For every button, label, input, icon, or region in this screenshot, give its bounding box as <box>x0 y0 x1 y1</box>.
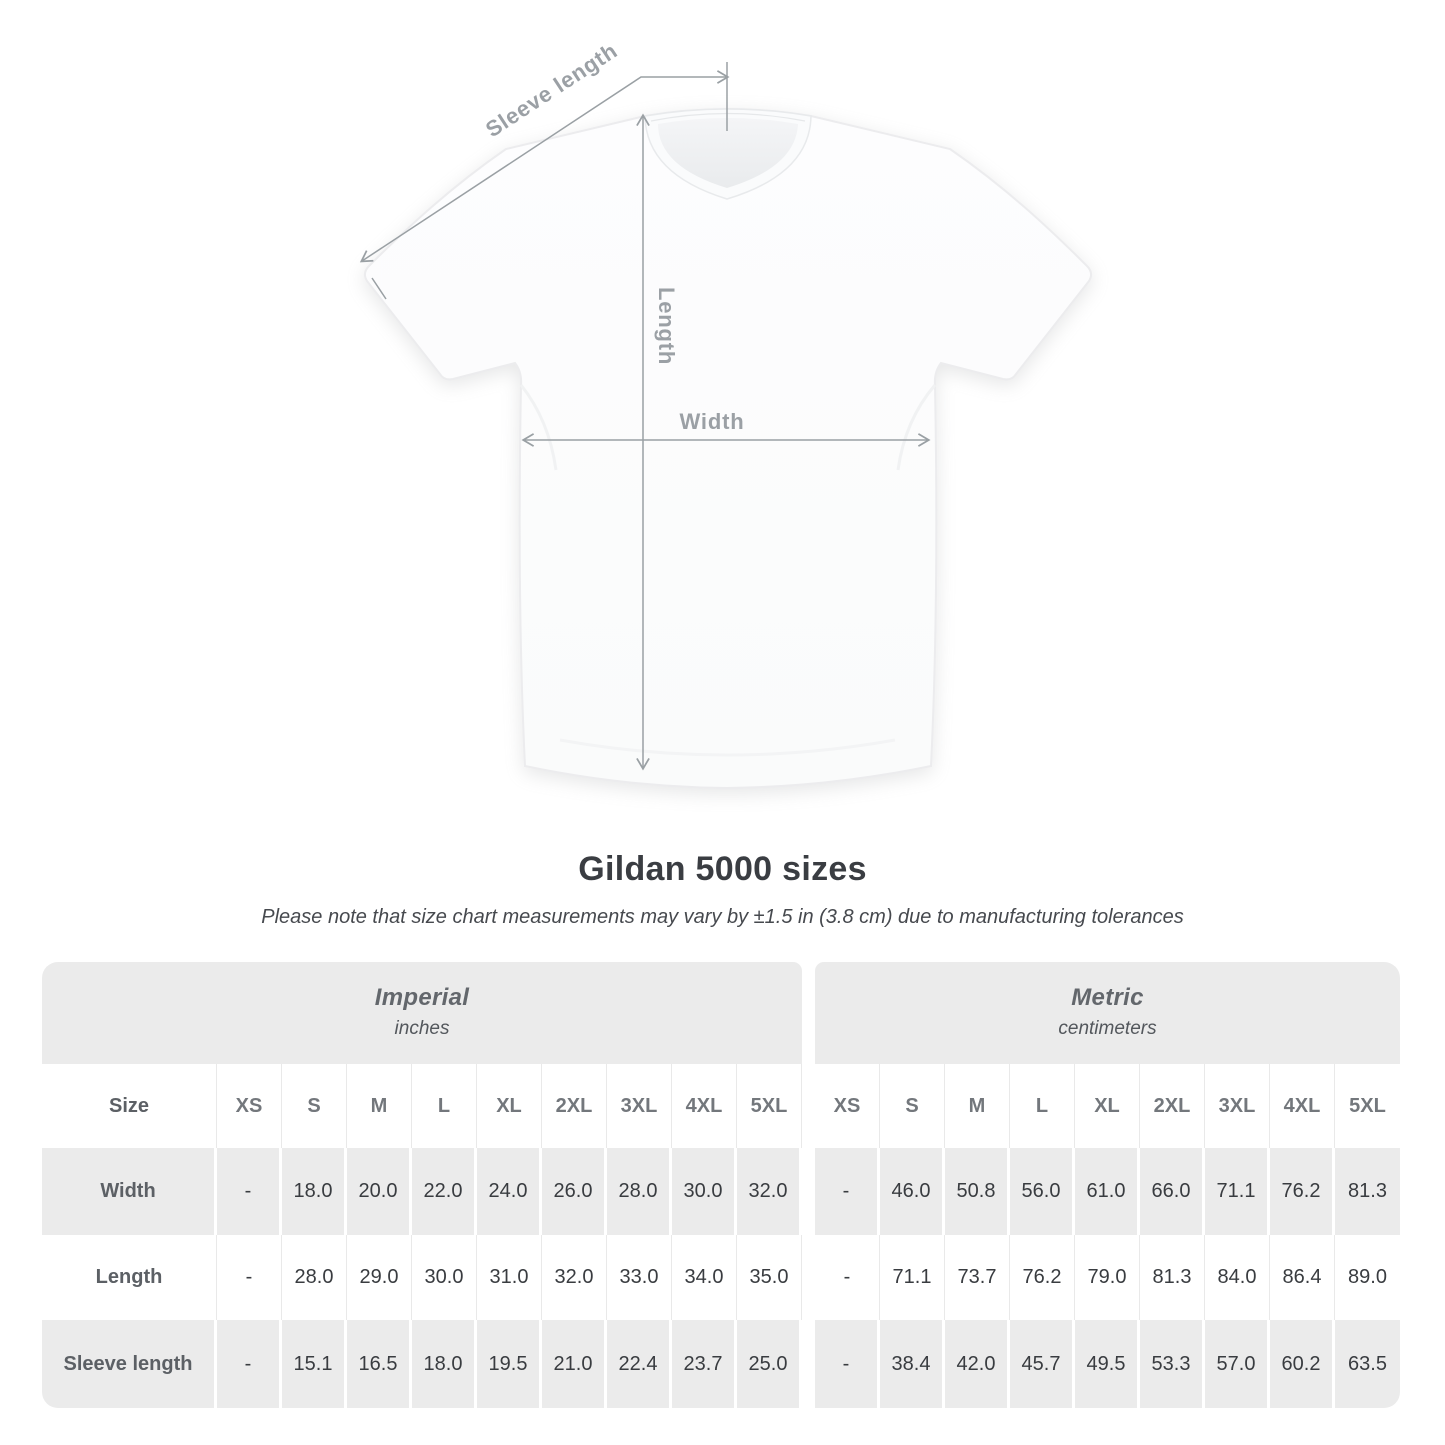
row-label: Sleeve length <box>42 1320 217 1408</box>
gap-cell <box>802 1320 815 1408</box>
metric-value-cell: 50.8 <box>945 1148 1010 1235</box>
imperial-size-header: 2XL <box>542 1064 607 1148</box>
imperial-value-cell: - <box>217 1148 282 1235</box>
metric-value-cell: 38.4 <box>880 1320 945 1408</box>
imperial-value-cell: 24.0 <box>477 1148 542 1235</box>
imperial-value-cell: - <box>217 1235 282 1320</box>
metric-size-header: S <box>880 1064 945 1148</box>
metric-size-header: L <box>1010 1064 1075 1148</box>
metric-value-cell: 79.0 <box>1075 1235 1140 1320</box>
imperial-value-cell: 22.4 <box>607 1320 672 1408</box>
row-label: Length <box>42 1235 217 1320</box>
gap-cell <box>802 1064 815 1148</box>
width-label: Width <box>680 409 745 434</box>
imperial-value-cell: 32.0 <box>542 1235 607 1320</box>
metric-size-header: XS <box>815 1064 880 1148</box>
imperial-value-cell: 23.7 <box>672 1320 737 1408</box>
metric-value-cell: 76.2 <box>1270 1148 1335 1235</box>
length-label: Length <box>654 287 679 365</box>
metric-unit-header: Metric centimeters <box>815 962 1400 1064</box>
sleeve-length-measure-line <box>359 70 730 263</box>
metric-value-cell: 76.2 <box>1010 1235 1075 1320</box>
imperial-value-cell: 15.1 <box>282 1320 347 1408</box>
imperial-value-cell: 34.0 <box>672 1235 737 1320</box>
metric-value-cell: 45.7 <box>1010 1320 1075 1408</box>
imperial-value-cell: 22.0 <box>412 1148 477 1235</box>
imperial-size-header: L <box>412 1064 477 1148</box>
imperial-size-header: XS <box>217 1064 282 1148</box>
imperial-unit-header: Imperial inches <box>42 962 802 1064</box>
imperial-size-header: 5XL <box>737 1064 802 1148</box>
metric-size-header: M <box>945 1064 1010 1148</box>
metric-value-cell: 49.5 <box>1075 1320 1140 1408</box>
imperial-title: Imperial <box>374 984 470 1011</box>
imperial-size-header: S <box>282 1064 347 1148</box>
imperial-value-cell: 18.0 <box>412 1320 477 1408</box>
metric-value-cell: - <box>815 1148 880 1235</box>
metric-unit: centimeters <box>1058 1018 1157 1039</box>
metric-value-cell: 63.5 <box>1335 1320 1400 1408</box>
imperial-value-cell: 29.0 <box>347 1235 412 1320</box>
imperial-value-cell: 28.0 <box>282 1235 347 1320</box>
metric-value-cell: 57.0 <box>1205 1320 1270 1408</box>
size-table: Imperial inches Metric centimeters Size X… <box>42 962 1400 1408</box>
metric-value-cell: 53.3 <box>1140 1320 1205 1408</box>
imperial-value-cell: 26.0 <box>542 1148 607 1235</box>
gap-cell <box>802 1148 815 1235</box>
row-label: Width <box>42 1148 217 1235</box>
imperial-value-cell: 31.0 <box>477 1235 542 1320</box>
metric-value-cell: - <box>815 1235 880 1320</box>
metric-value-cell: 66.0 <box>1140 1148 1205 1235</box>
imperial-value-cell: 25.0 <box>737 1320 802 1408</box>
metric-size-header: 4XL <box>1270 1064 1335 1148</box>
metric-value-cell: 42.0 <box>945 1320 1010 1408</box>
imperial-size-header: XL <box>477 1064 542 1148</box>
imperial-size-header: 4XL <box>672 1064 737 1148</box>
metric-value-cell: 60.2 <box>1270 1320 1335 1408</box>
table-divider <box>802 962 815 1064</box>
gap-cell <box>802 1235 815 1320</box>
imperial-value-cell: 16.5 <box>347 1320 412 1408</box>
imperial-value-cell: 28.0 <box>607 1148 672 1235</box>
corner-size-label: Size <box>42 1064 217 1148</box>
imperial-value-cell: 33.0 <box>607 1235 672 1320</box>
metric-size-header: 3XL <box>1205 1064 1270 1148</box>
page-title: Gildan 5000 sizes <box>578 850 867 888</box>
metric-size-header: 2XL <box>1140 1064 1205 1148</box>
metric-value-cell: 61.0 <box>1075 1148 1140 1235</box>
metric-value-cell: 84.0 <box>1205 1235 1270 1320</box>
metric-size-header: XL <box>1075 1064 1140 1148</box>
imperial-value-cell: 32.0 <box>737 1148 802 1235</box>
metric-value-cell: 56.0 <box>1010 1148 1075 1235</box>
metric-title: Metric <box>1071 984 1144 1011</box>
metric-value-cell: 73.7 <box>945 1235 1010 1320</box>
imperial-unit: inches <box>394 1018 450 1039</box>
sleeve-length-extension-line <box>371 277 387 300</box>
tshirt-graphic <box>363 108 1093 790</box>
imperial-value-cell: 30.0 <box>672 1148 737 1235</box>
page-subtitle: Please note that size chart measurements… <box>261 906 1184 928</box>
imperial-size-header: 3XL <box>607 1064 672 1148</box>
imperial-size-header: M <box>347 1064 412 1148</box>
metric-value-cell: 46.0 <box>880 1148 945 1235</box>
metric-value-cell: 86.4 <box>1270 1235 1335 1320</box>
metric-value-cell: 71.1 <box>880 1235 945 1320</box>
tshirt-measurement-diagram: Sleeve length Length Width <box>359 38 1093 790</box>
imperial-value-cell: 18.0 <box>282 1148 347 1235</box>
imperial-value-cell: 35.0 <box>737 1235 802 1320</box>
metric-size-header: 5XL <box>1335 1064 1400 1148</box>
imperial-value-cell: - <box>217 1320 282 1408</box>
metric-value-cell: - <box>815 1320 880 1408</box>
imperial-value-cell: 20.0 <box>347 1148 412 1235</box>
imperial-value-cell: 21.0 <box>542 1320 607 1408</box>
imperial-value-cell: 30.0 <box>412 1235 477 1320</box>
imperial-value-cell: 19.5 <box>477 1320 542 1408</box>
metric-value-cell: 71.1 <box>1205 1148 1270 1235</box>
metric-value-cell: 89.0 <box>1335 1235 1400 1320</box>
metric-value-cell: 81.3 <box>1335 1148 1400 1235</box>
metric-value-cell: 81.3 <box>1140 1235 1205 1320</box>
